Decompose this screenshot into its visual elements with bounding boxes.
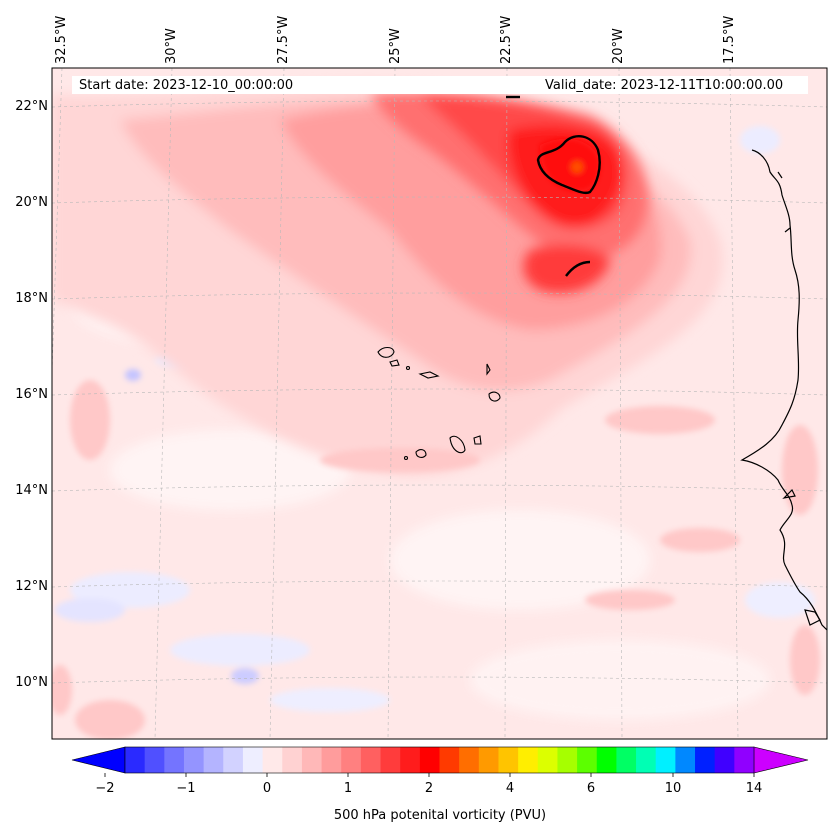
colorbar-cell xyxy=(636,747,657,773)
colorbar-cell xyxy=(380,747,401,773)
colorbar-cell xyxy=(459,747,480,773)
colorbar-cell xyxy=(577,747,598,773)
colorbar-cell xyxy=(734,747,755,773)
colorbar-cell xyxy=(282,747,303,773)
colorbar-cell xyxy=(655,747,676,773)
colorbar-cell xyxy=(262,747,283,773)
lon-label: 25°W xyxy=(388,28,403,64)
colorbar-cell xyxy=(203,747,224,773)
lon-label: 22.5°W xyxy=(499,15,514,64)
header-box xyxy=(72,76,808,94)
colorbar-cell xyxy=(616,747,637,773)
colorbar-cell xyxy=(321,747,342,773)
colorbar-tick-label: −2 xyxy=(95,781,115,796)
graticule xyxy=(52,68,827,739)
start-date-label: Start date: 2023-12-10_00:00:00 xyxy=(79,78,294,93)
lat-label: 10°N xyxy=(15,675,48,690)
colorbar-cell xyxy=(419,747,440,773)
colorbar-cell xyxy=(164,747,185,773)
pv-contour xyxy=(506,95,601,277)
pv-field xyxy=(52,68,827,739)
colorbar-tick-label: 10 xyxy=(664,781,682,796)
lat-label: 22°N xyxy=(15,99,48,114)
colorbar-cell xyxy=(675,747,696,773)
colorbar-cell xyxy=(714,747,735,773)
colorbar-cell xyxy=(125,747,146,773)
colorbar-cell xyxy=(557,747,578,773)
colorbar-cell xyxy=(183,747,205,773)
colorbar-cell xyxy=(537,747,558,773)
colorbar-tick-label: 1 xyxy=(343,781,353,796)
colorbar-cell xyxy=(341,747,362,773)
map-frame xyxy=(51,67,828,740)
colorbar-extend-min xyxy=(71,746,126,774)
colorbar-cell xyxy=(301,747,322,773)
lat-label: 16°N xyxy=(15,387,48,402)
colorbar-cell xyxy=(242,747,263,773)
colorbar-tick-label: 14 xyxy=(745,781,763,796)
colorbar-cell xyxy=(518,747,539,773)
colorbar-cell xyxy=(223,747,244,773)
colorbar-tick-label: 2 xyxy=(424,781,434,796)
colorbar-extend-max xyxy=(753,746,809,774)
colorbar-tick-label: 6 xyxy=(586,781,596,796)
colorbar-title: 500 hPa potenital vorticity (PVU) xyxy=(333,808,547,823)
colorbar-cell xyxy=(596,747,617,773)
colorbar-cell xyxy=(144,747,165,773)
lon-label: 30°W xyxy=(164,28,179,64)
lat-label: 14°N xyxy=(15,483,48,498)
colorbar-cell xyxy=(360,747,381,773)
lon-label: 20°W xyxy=(611,28,626,64)
lat-label: 12°N xyxy=(15,579,48,594)
lon-label: 32.5°W xyxy=(54,15,69,64)
colorbar-tick-label: −1 xyxy=(176,781,196,796)
islands xyxy=(377,346,501,461)
valid-date-label: Valid_date: 2023-12-11T10:00:00.00 xyxy=(545,78,784,93)
lat-label: 20°N xyxy=(15,195,48,210)
lon-label: 27.5°W xyxy=(276,15,291,64)
coastline xyxy=(740,149,827,631)
lon-label: 17.5°W xyxy=(722,15,737,64)
colorbar-cell xyxy=(439,747,460,773)
colorbar-tick-label: 4 xyxy=(505,781,515,796)
colorbar-cell xyxy=(400,747,421,773)
lat-label: 18°N xyxy=(15,291,48,306)
colorbar-cell xyxy=(695,747,716,773)
colorbar xyxy=(71,746,809,777)
colorbar-cell xyxy=(478,747,499,773)
colorbar-cell xyxy=(498,747,519,773)
colorbar-tick-label: 0 xyxy=(262,781,272,796)
